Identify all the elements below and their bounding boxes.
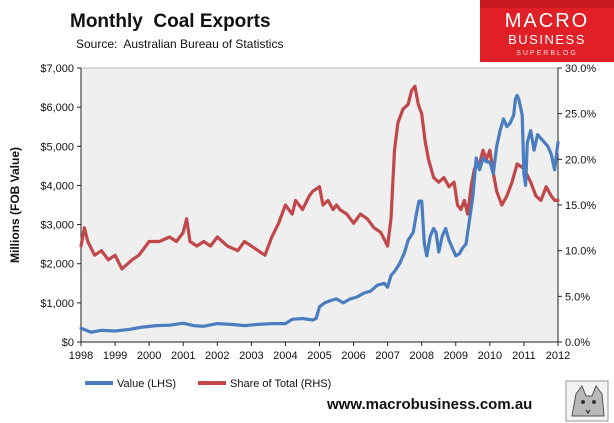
right-tick-label: 15.0% xyxy=(565,200,596,212)
plot-area xyxy=(80,67,559,343)
dog-emblem-icon xyxy=(565,380,609,422)
x-tick-label: 2000 xyxy=(137,350,161,362)
right-tick-label: 0.0% xyxy=(565,337,590,349)
x-tick-label: 2004 xyxy=(273,350,297,362)
x-tick-label: 2008 xyxy=(409,350,433,362)
left-tick-label: $3,000 xyxy=(40,220,74,232)
series-line-value xyxy=(79,93,560,334)
right-tick-label: 30.0% xyxy=(565,63,596,75)
x-tick-label: 2009 xyxy=(444,350,468,362)
x-tick-label: 1999 xyxy=(103,350,127,362)
x-tick-label: 2002 xyxy=(205,350,229,362)
x-tick-label: 2011 xyxy=(512,350,536,362)
macrobusiness-logo: MACRO BUSINESS SUPERBLOG xyxy=(480,0,614,62)
chart-title: Monthly Coal Exports xyxy=(70,11,271,32)
website-url: www.macrobusiness.com.au xyxy=(326,396,532,413)
x-tick-label: 1998 xyxy=(69,350,93,362)
legend: Value (LHS) Share of Total (RHS) xyxy=(85,378,331,390)
left-tick-label: $2,000 xyxy=(40,259,74,271)
left-tick-label: $4,000 xyxy=(40,180,74,192)
chart-source: Source: Australian Bureau of Statistics xyxy=(76,37,283,51)
left-axis-ticks: $0 $1,000 $2,000 $3,000 $4,000 $5,000 $6,000 $7… xyxy=(40,63,81,349)
right-axis-ticks: 0.0% 5.0% 10.0% 15.0% 20.0% 25.0% 30.0% xyxy=(558,63,596,349)
logo-background xyxy=(480,0,614,62)
series-line-share xyxy=(79,84,560,271)
left-tick-label: $1,000 xyxy=(40,298,74,310)
right-tick-label: 20.0% xyxy=(565,154,596,166)
x-tick-label: 2006 xyxy=(341,350,365,362)
logo-line3: SUPERBLOG xyxy=(516,50,578,57)
left-tick-label: $0 xyxy=(62,337,74,349)
legend-label-share: Share of Total (RHS) xyxy=(230,378,331,390)
x-tick-label: 2010 xyxy=(478,350,502,362)
x-tick-label: 2005 xyxy=(307,350,331,362)
x-axis-ticks: 1998 1999 2000 2001 2002 2003 2004 2005 2006 2007… xyxy=(69,342,570,362)
x-tick-label: 2001 xyxy=(171,350,195,362)
left-tick-label: $7,000 xyxy=(40,63,74,75)
right-tick-label: 5.0% xyxy=(565,291,590,303)
logo-line2: BUSINESS xyxy=(508,32,586,47)
logo-line1: MACRO xyxy=(505,10,589,32)
left-tick-label: $5,000 xyxy=(40,141,74,153)
left-tick-label: $6,000 xyxy=(40,102,74,114)
x-tick-label: 2003 xyxy=(239,350,263,362)
logo-shade xyxy=(480,0,614,8)
x-tick-label: 2012 xyxy=(546,350,570,362)
legend-label-value: Value (LHS) xyxy=(117,378,176,390)
right-tick-label: 10.0% xyxy=(565,246,596,258)
x-tick-label: 2007 xyxy=(375,350,399,362)
right-tick-label: 25.0% xyxy=(565,109,596,121)
y-axis-label: Millions (FOB Value) xyxy=(8,147,22,263)
